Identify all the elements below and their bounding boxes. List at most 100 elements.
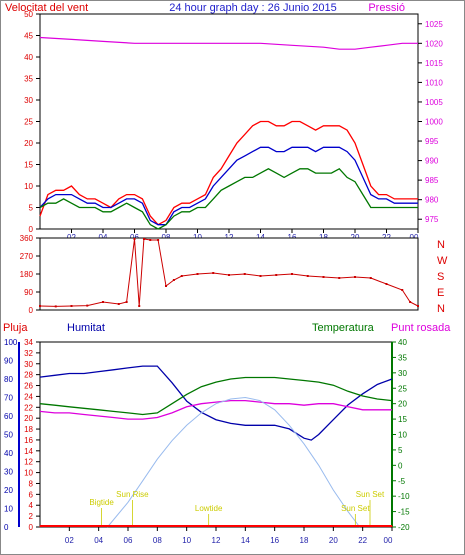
cardinal-n: N	[437, 303, 445, 315]
direction-point	[228, 274, 230, 276]
temperature-tick-label: 35	[398, 353, 407, 362]
pressure-tick-label: 980	[425, 196, 439, 205]
cardinal-w: W	[437, 255, 448, 267]
pressure-tick-label: 990	[425, 157, 439, 166]
direction-point	[138, 305, 141, 307]
direction-point	[86, 304, 89, 307]
pressure-axis: 975 980 985 990 995 1000 1005 1010 1015 1020 1025	[418, 20, 443, 224]
wind-plot-area	[39, 13, 419, 230]
direction-point	[243, 273, 246, 275]
rain-tick-label: 0	[29, 523, 34, 532]
left-title: Velocitat del vent	[5, 2, 88, 14]
temperature-tick-label: -5	[398, 477, 406, 486]
direction-tick-label: 360	[20, 234, 34, 243]
wind-tick-label: 40	[24, 53, 33, 62]
humidity-tick-label: 20	[4, 486, 13, 495]
rain-label: Pluja	[3, 322, 28, 334]
humidity-series	[39, 365, 393, 528]
humidity-x-axis: 02 04 06 08 10 12 14 16 18 20 22 00	[65, 527, 393, 545]
humidity-tick-label: 30	[4, 468, 13, 477]
x-tick-label: 00	[384, 536, 393, 545]
temperature-tick-label: 25	[398, 384, 407, 393]
x-tick-label: 06	[124, 536, 133, 545]
direction-point	[39, 305, 41, 307]
x-tick-label: 20	[329, 536, 338, 545]
series-humidity	[39, 365, 393, 441]
direction-point	[165, 285, 167, 287]
wind-tick-label: 0	[29, 225, 34, 234]
annotation-label: Lowtide	[195, 504, 223, 513]
humidity-tick-label: 0	[4, 523, 9, 532]
wind-speed-axis: 0 5 10 15 20 25 30 35 40 45 50	[24, 10, 40, 234]
direction-point	[212, 272, 215, 274]
wind-tick-label: 5	[29, 204, 34, 213]
series-gust	[39, 120, 418, 226]
x-tick-label: 14	[241, 536, 250, 545]
humidity-axes: 0246810121416182022242628303234010203040…	[4, 338, 410, 532]
direction-point	[117, 303, 120, 305]
humidity-tick-label: 100	[4, 338, 18, 347]
temperature-tick-label: 40	[398, 338, 407, 347]
series-pressure	[39, 36, 418, 50]
direction-point	[196, 273, 199, 275]
rain-tick-label: 28	[24, 371, 33, 380]
humidity-tick-label: 50	[4, 431, 13, 440]
humidity-tick-label: 60	[4, 412, 13, 421]
pressure-tick-label: 1020	[425, 39, 443, 48]
rain-tick-label: 34	[24, 338, 33, 347]
cardinal-n: N	[437, 239, 445, 251]
direction-point	[102, 301, 104, 303]
center-title: 24 hour graph day : 26 Junio 2015	[169, 2, 337, 14]
wind-tick-label: 35	[24, 75, 33, 84]
right-title: Pressió	[368, 2, 405, 14]
rain-tick-label: 10	[24, 469, 33, 478]
pressure-tick-label: 1010	[425, 78, 443, 87]
wind-series	[39, 36, 418, 230]
humidity-tick-label: 80	[4, 375, 13, 384]
annotation-label: Sun Set	[341, 504, 370, 513]
series-dewpoint	[39, 399, 392, 420]
rain-tick-label: 12	[24, 458, 33, 467]
rain-tick-label: 26	[24, 382, 33, 391]
direction-point	[306, 275, 309, 277]
series-temperature	[39, 376, 393, 416]
x-tick-label: 02	[65, 536, 74, 545]
humidity-tick-label: 70	[4, 394, 13, 403]
cardinal-s: S	[437, 271, 444, 283]
direction-point	[133, 238, 136, 240]
direction-tick-label: 0	[29, 306, 34, 315]
x-tick-label: 22	[358, 536, 367, 545]
direction-point	[149, 239, 152, 241]
temperature-tick-label: 0	[398, 461, 403, 470]
wind-tick-label: 20	[24, 139, 33, 148]
direction-tick-label: 180	[20, 270, 34, 279]
temperature-label: Temperatura	[312, 322, 375, 334]
rain-tick-label: 24	[24, 392, 33, 401]
annotation-label: Sun Rise	[116, 490, 149, 499]
x-tick-label: 18	[300, 536, 309, 545]
x-tick-label: 12	[212, 536, 221, 545]
direction-point	[54, 305, 57, 308]
direction-point	[417, 305, 419, 307]
rain-tick-label: 4	[29, 501, 34, 510]
direction-point	[401, 289, 404, 291]
wind-tick-label: 50	[24, 10, 33, 19]
sun-tide-annotations: Sun Rise Sun Set Lowtide Bigtide Sun Set	[89, 490, 385, 525]
direction-point	[409, 301, 412, 303]
direction-point	[338, 277, 341, 279]
humidity-tick-label: 90	[4, 357, 13, 366]
pressure-tick-label: 1005	[425, 98, 443, 107]
rain-tick-label: 32	[24, 349, 33, 358]
temperature-tick-label: 15	[398, 415, 407, 424]
annotation-label: Bigtide	[89, 498, 114, 507]
rain-tick-label: 20	[24, 414, 33, 423]
humidity-plot-area	[39, 341, 393, 528]
direction-series	[39, 238, 419, 308]
temperature-tick-label: -15	[398, 508, 410, 517]
direction-point	[70, 305, 73, 307]
wind-tick-label: 15	[24, 161, 33, 170]
wind-tick-label: 30	[24, 96, 33, 105]
direction-tick-label: 270	[20, 252, 34, 261]
